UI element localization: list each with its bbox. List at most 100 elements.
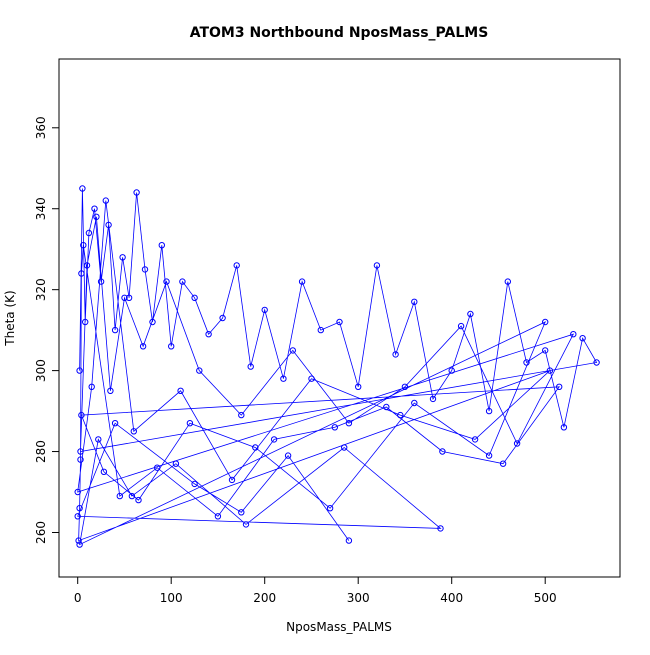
data-point — [467, 310, 474, 318]
data-point — [77, 456, 84, 463]
data-point — [214, 513, 222, 520]
data-point — [100, 468, 108, 475]
data-point — [560, 424, 568, 431]
data-point — [149, 318, 156, 326]
y-tick-label: 360 — [34, 116, 48, 139]
y-tick-label: 340 — [34, 197, 48, 220]
data-point — [77, 448, 84, 455]
data-point — [326, 505, 334, 512]
data-point — [88, 383, 95, 390]
data-point — [284, 452, 292, 459]
data-point — [355, 383, 362, 390]
data-point — [437, 525, 444, 532]
series-line — [77, 188, 598, 546]
data-point — [78, 411, 85, 419]
y-tick-label: 300 — [34, 359, 48, 382]
y-axis: 260 280 300 320 340 360 — [34, 116, 60, 544]
data-point — [238, 411, 245, 419]
x-axis: 0 100 200 300 400 500 — [74, 576, 557, 605]
data-point — [76, 367, 83, 374]
data-point — [252, 444, 259, 451]
data-point — [401, 383, 409, 390]
data-point — [298, 278, 306, 285]
data-point — [196, 367, 203, 374]
y-tick-label: 260 — [34, 521, 48, 544]
data-point — [448, 367, 455, 374]
data-point — [95, 436, 102, 443]
data-point — [111, 420, 119, 427]
data-point — [280, 375, 287, 382]
data-point — [238, 509, 245, 516]
x-tick-label: 100 — [160, 591, 183, 605]
data-point — [308, 375, 315, 382]
data-point — [247, 363, 254, 370]
data-point — [163, 278, 170, 285]
data-point — [133, 189, 140, 196]
y-axis-label: Theta (K) — [3, 290, 17, 346]
data-point — [556, 383, 563, 390]
y-tick-label: 280 — [34, 440, 48, 463]
data-point — [504, 278, 511, 285]
x-tick-label: 300 — [347, 591, 370, 605]
data-point — [485, 452, 493, 459]
data-point — [205, 331, 212, 338]
data-point — [168, 343, 175, 350]
data-point — [125, 294, 133, 301]
data-point — [82, 318, 89, 326]
data-point — [105, 221, 112, 229]
data-point — [83, 262, 91, 269]
data-point — [397, 411, 404, 419]
x-tick-label: 400 — [440, 591, 463, 605]
data-point — [289, 347, 296, 354]
data-point — [485, 407, 493, 415]
data-point — [130, 428, 138, 435]
data-point — [457, 322, 465, 330]
data-point — [345, 537, 353, 544]
data-point — [471, 436, 479, 443]
data-point — [383, 403, 390, 411]
data-point — [74, 488, 81, 496]
data-point — [542, 318, 549, 326]
data-point — [570, 331, 577, 338]
data-point — [128, 492, 136, 500]
data-point — [411, 298, 418, 305]
data-point — [139, 343, 147, 350]
y-tick-label: 320 — [34, 278, 48, 301]
x-axis-label: NposMass_PALMS — [286, 620, 392, 634]
x-tick-label: 0 — [74, 591, 82, 605]
plot-frame — [58, 58, 621, 578]
data-point — [499, 460, 507, 467]
data-point — [242, 521, 250, 528]
x-tick-label: 500 — [534, 591, 557, 605]
data-point — [91, 205, 98, 212]
data-point — [513, 440, 521, 447]
data-point — [75, 537, 82, 544]
data-point — [523, 359, 530, 366]
data-point — [102, 197, 110, 204]
data-point — [336, 318, 343, 326]
data-point — [79, 185, 86, 192]
data-point — [579, 335, 586, 342]
data-point — [177, 387, 184, 394]
data-point — [228, 476, 236, 484]
data-point — [317, 326, 324, 334]
data-point — [392, 351, 399, 358]
data-point — [542, 347, 549, 354]
data-point — [85, 229, 93, 237]
data-point — [439, 448, 446, 455]
data-point — [219, 314, 226, 322]
data-point — [331, 424, 338, 431]
data-point — [93, 213, 100, 221]
data-point — [593, 359, 600, 366]
data-point — [135, 496, 142, 504]
data-point — [97, 278, 105, 285]
data-point — [116, 492, 124, 500]
data-point — [76, 541, 83, 548]
data-point — [270, 436, 278, 443]
data-point — [158, 242, 166, 249]
data-point — [154, 464, 161, 471]
data-point — [233, 262, 240, 269]
data-point — [191, 480, 198, 488]
data-point — [111, 326, 119, 334]
